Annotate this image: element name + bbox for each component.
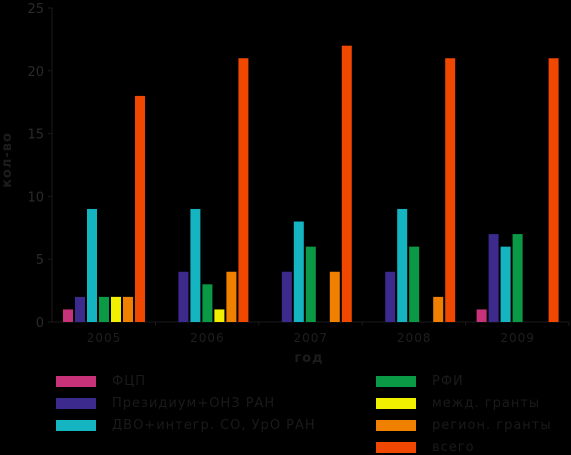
y-tick-label: 10 xyxy=(27,190,44,205)
legend-item-rfi: РФИ xyxy=(376,374,464,389)
bar xyxy=(202,284,213,322)
bars xyxy=(63,45,559,323)
x-tick-label: 2006 xyxy=(190,331,225,345)
bar xyxy=(75,296,85,322)
y-tick-label: 15 xyxy=(27,128,44,143)
bar xyxy=(409,246,420,322)
y-tick-label: 20 xyxy=(27,65,44,80)
bar xyxy=(111,296,121,322)
y-axis: 0 5 10 15 20 25 xyxy=(27,2,53,331)
bar xyxy=(341,45,352,323)
legend-item-presidium: Президиум+ОНЗ РАН xyxy=(56,396,275,411)
legend-item-fcp: ФЦП xyxy=(56,374,146,389)
legend-label: ДВО+интегр. СО, УрО РАН xyxy=(112,418,316,433)
legend-swatch xyxy=(56,398,96,409)
legend-label: регион. гранты xyxy=(432,418,552,433)
x-axis-title: год xyxy=(294,351,323,366)
bar xyxy=(135,95,145,322)
bar xyxy=(238,58,249,323)
bar xyxy=(178,271,189,322)
bar xyxy=(190,208,201,322)
x-tick-label: 2005 xyxy=(87,331,122,345)
bar xyxy=(293,221,304,322)
bar xyxy=(281,271,292,322)
bar xyxy=(87,208,97,322)
bar xyxy=(548,58,559,323)
legend-swatch xyxy=(56,420,96,431)
legend-label: РФИ xyxy=(432,374,464,389)
y-tick-label: 5 xyxy=(36,253,44,268)
bar xyxy=(123,296,133,322)
y-axis-title: кол-во xyxy=(0,132,15,188)
bar xyxy=(488,234,499,322)
bar xyxy=(305,246,316,322)
legend-label: межд. гранты xyxy=(432,396,541,411)
bar xyxy=(329,271,340,322)
legend-swatch xyxy=(56,376,96,387)
legend-item-regional-grants: регион. гранты xyxy=(376,418,552,433)
legend-item-dvo: ДВО+интегр. СО, УрО РАН xyxy=(56,418,316,433)
y-tick-label: 0 xyxy=(36,316,44,331)
bar xyxy=(214,309,225,322)
legend-label: всего xyxy=(432,440,475,455)
y-tick-label: 25 xyxy=(27,2,44,17)
x-tick-label: 2008 xyxy=(397,331,432,345)
legend-swatch xyxy=(376,442,416,453)
bar xyxy=(433,296,444,322)
bar xyxy=(512,234,523,322)
legend-label: Президиум+ОНЗ РАН xyxy=(112,396,276,411)
x-tick-label: 2009 xyxy=(500,331,535,345)
bar xyxy=(226,271,237,322)
bar xyxy=(385,271,396,322)
legend-item-intl-grants: межд. гранты xyxy=(376,396,540,411)
bar xyxy=(445,58,456,323)
legend-swatch xyxy=(376,420,416,431)
bar xyxy=(397,208,408,322)
bar xyxy=(500,246,511,322)
legend-item-total: всего xyxy=(376,440,475,455)
x-tick-label: 2007 xyxy=(294,331,329,345)
bar xyxy=(476,309,487,322)
legend-label: ФЦП xyxy=(112,374,147,389)
legend-swatch xyxy=(376,376,416,387)
legend-swatch xyxy=(376,398,416,409)
bar xyxy=(99,296,109,322)
bar xyxy=(63,309,73,322)
